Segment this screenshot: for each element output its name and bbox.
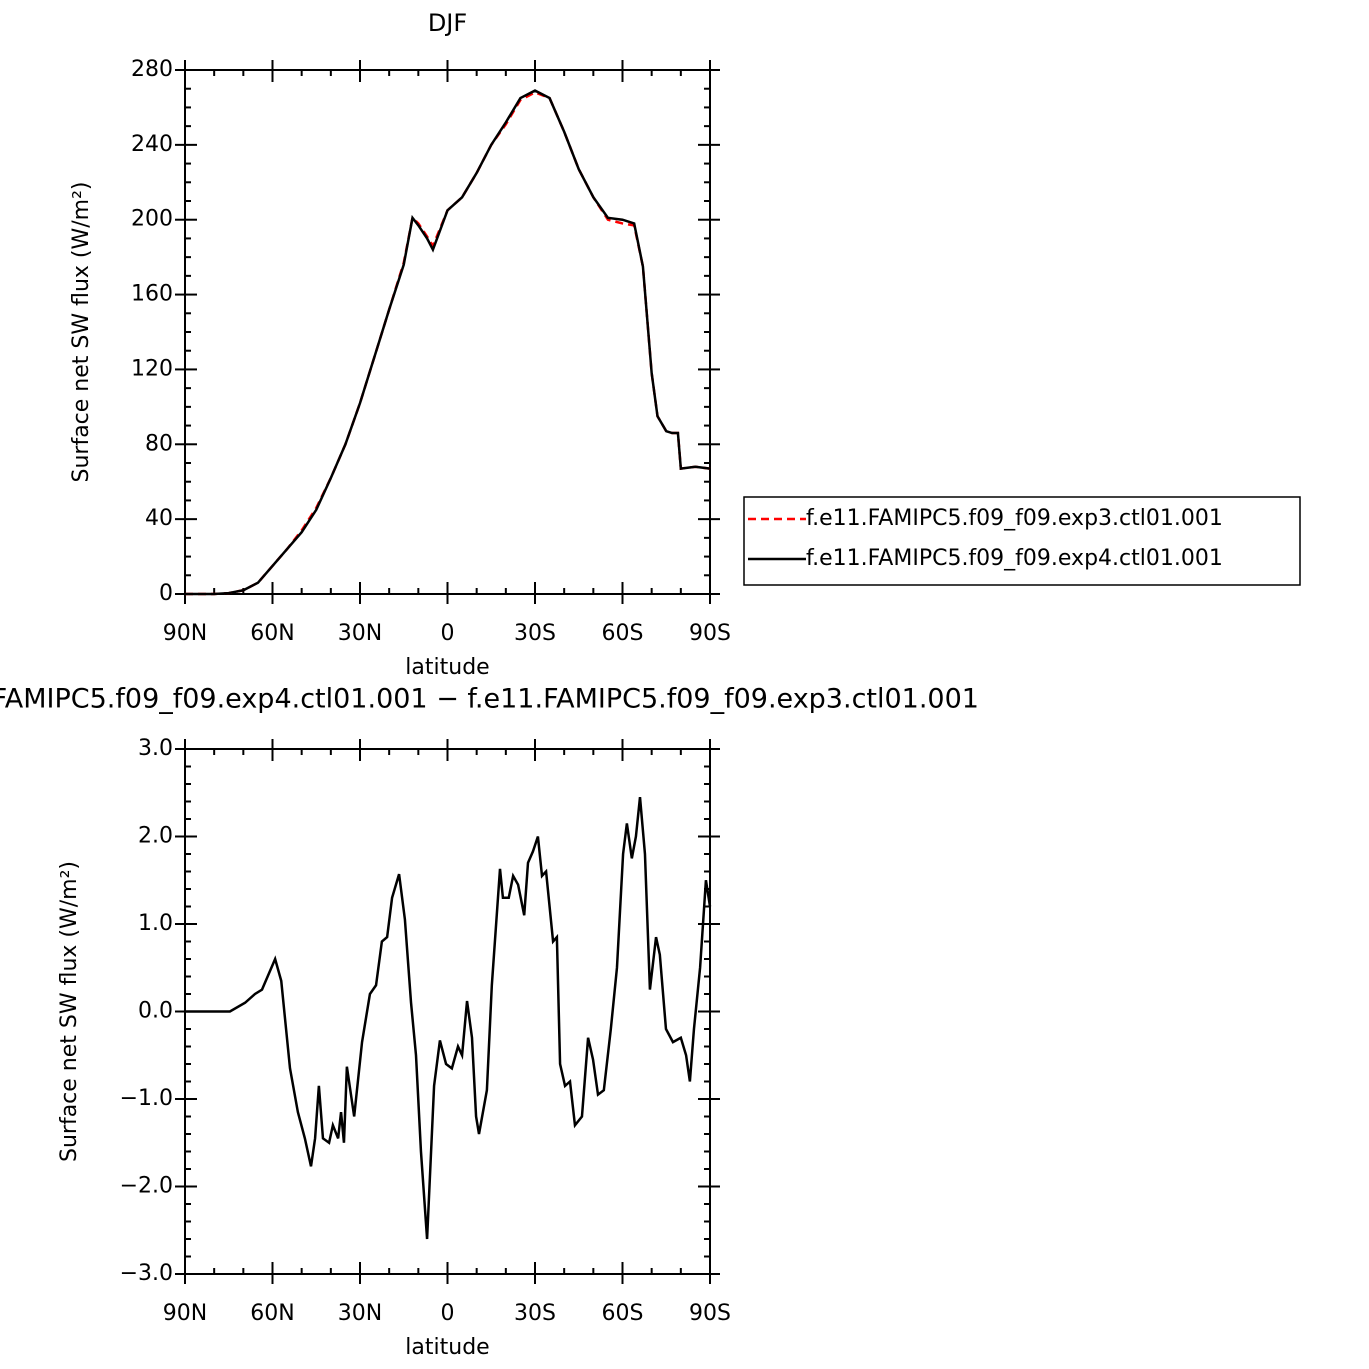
y-tick-label: 3.0 — [138, 736, 173, 761]
y-tick-label: 0 — [159, 581, 173, 606]
y-tick-label: 200 — [131, 207, 173, 232]
y-tick-label: 80 — [145, 431, 173, 456]
data-line — [185, 91, 711, 596]
x-tick-label: 60N — [250, 621, 294, 646]
x-tick-label: 60N — [250, 1301, 294, 1326]
y-tick-label: 160 — [131, 282, 173, 307]
x-tick-label: 90S — [689, 1301, 731, 1326]
legend-label: f.e11.FAMIPC5.f09_f09.exp4.ctl01.001 — [806, 546, 1223, 571]
x-tick-label: 90S — [689, 621, 731, 646]
chart-title: f.e11.FAMIPC5.f09_f09.exp4.ctl01.001 − f… — [0, 684, 979, 715]
y-tick-label: 0.0 — [138, 999, 173, 1024]
y-tick-label: −1.0 — [120, 1086, 173, 1111]
legend-box — [743, 496, 1301, 586]
x-tick-label: 30S — [514, 1301, 556, 1326]
x-tick-label: 30N — [338, 1301, 382, 1326]
y-tick-label: −2.0 — [120, 1174, 173, 1199]
y-tick-label: −3.0 — [120, 1261, 173, 1286]
x-axis-label: latitude — [405, 1335, 489, 1360]
y-axis-label: Surface net SW flux (W/m²) — [57, 861, 82, 1162]
plot-frame — [184, 748, 711, 1275]
x-tick-label: 60S — [602, 621, 644, 646]
x-tick-label: 90N — [163, 1301, 207, 1326]
y-axis-label: Surface net SW flux (W/m²) — [69, 181, 94, 482]
y-tick-label: 120 — [131, 356, 173, 381]
x-axis-label: latitude — [405, 655, 489, 680]
x-tick-label: 30S — [514, 621, 556, 646]
data-line — [185, 89, 711, 596]
x-tick-label: 0 — [441, 621, 455, 646]
y-tick-label: 280 — [131, 57, 173, 82]
data-line — [185, 797, 712, 1240]
y-tick-label: 2.0 — [138, 824, 173, 849]
x-tick-label: 60S — [602, 1301, 644, 1326]
x-tick-label: 0 — [441, 1301, 455, 1326]
plot-frame — [184, 69, 711, 595]
x-tick-label: 30N — [338, 621, 382, 646]
y-tick-label: 240 — [131, 132, 173, 157]
y-tick-label: 40 — [145, 506, 173, 531]
y-tick-label: 1.0 — [138, 911, 173, 936]
chart-title: DJF — [428, 9, 467, 37]
x-tick-label: 90N — [163, 621, 207, 646]
legend-label: f.e11.FAMIPC5.f09_f09.exp3.ctl01.001 — [806, 506, 1223, 531]
